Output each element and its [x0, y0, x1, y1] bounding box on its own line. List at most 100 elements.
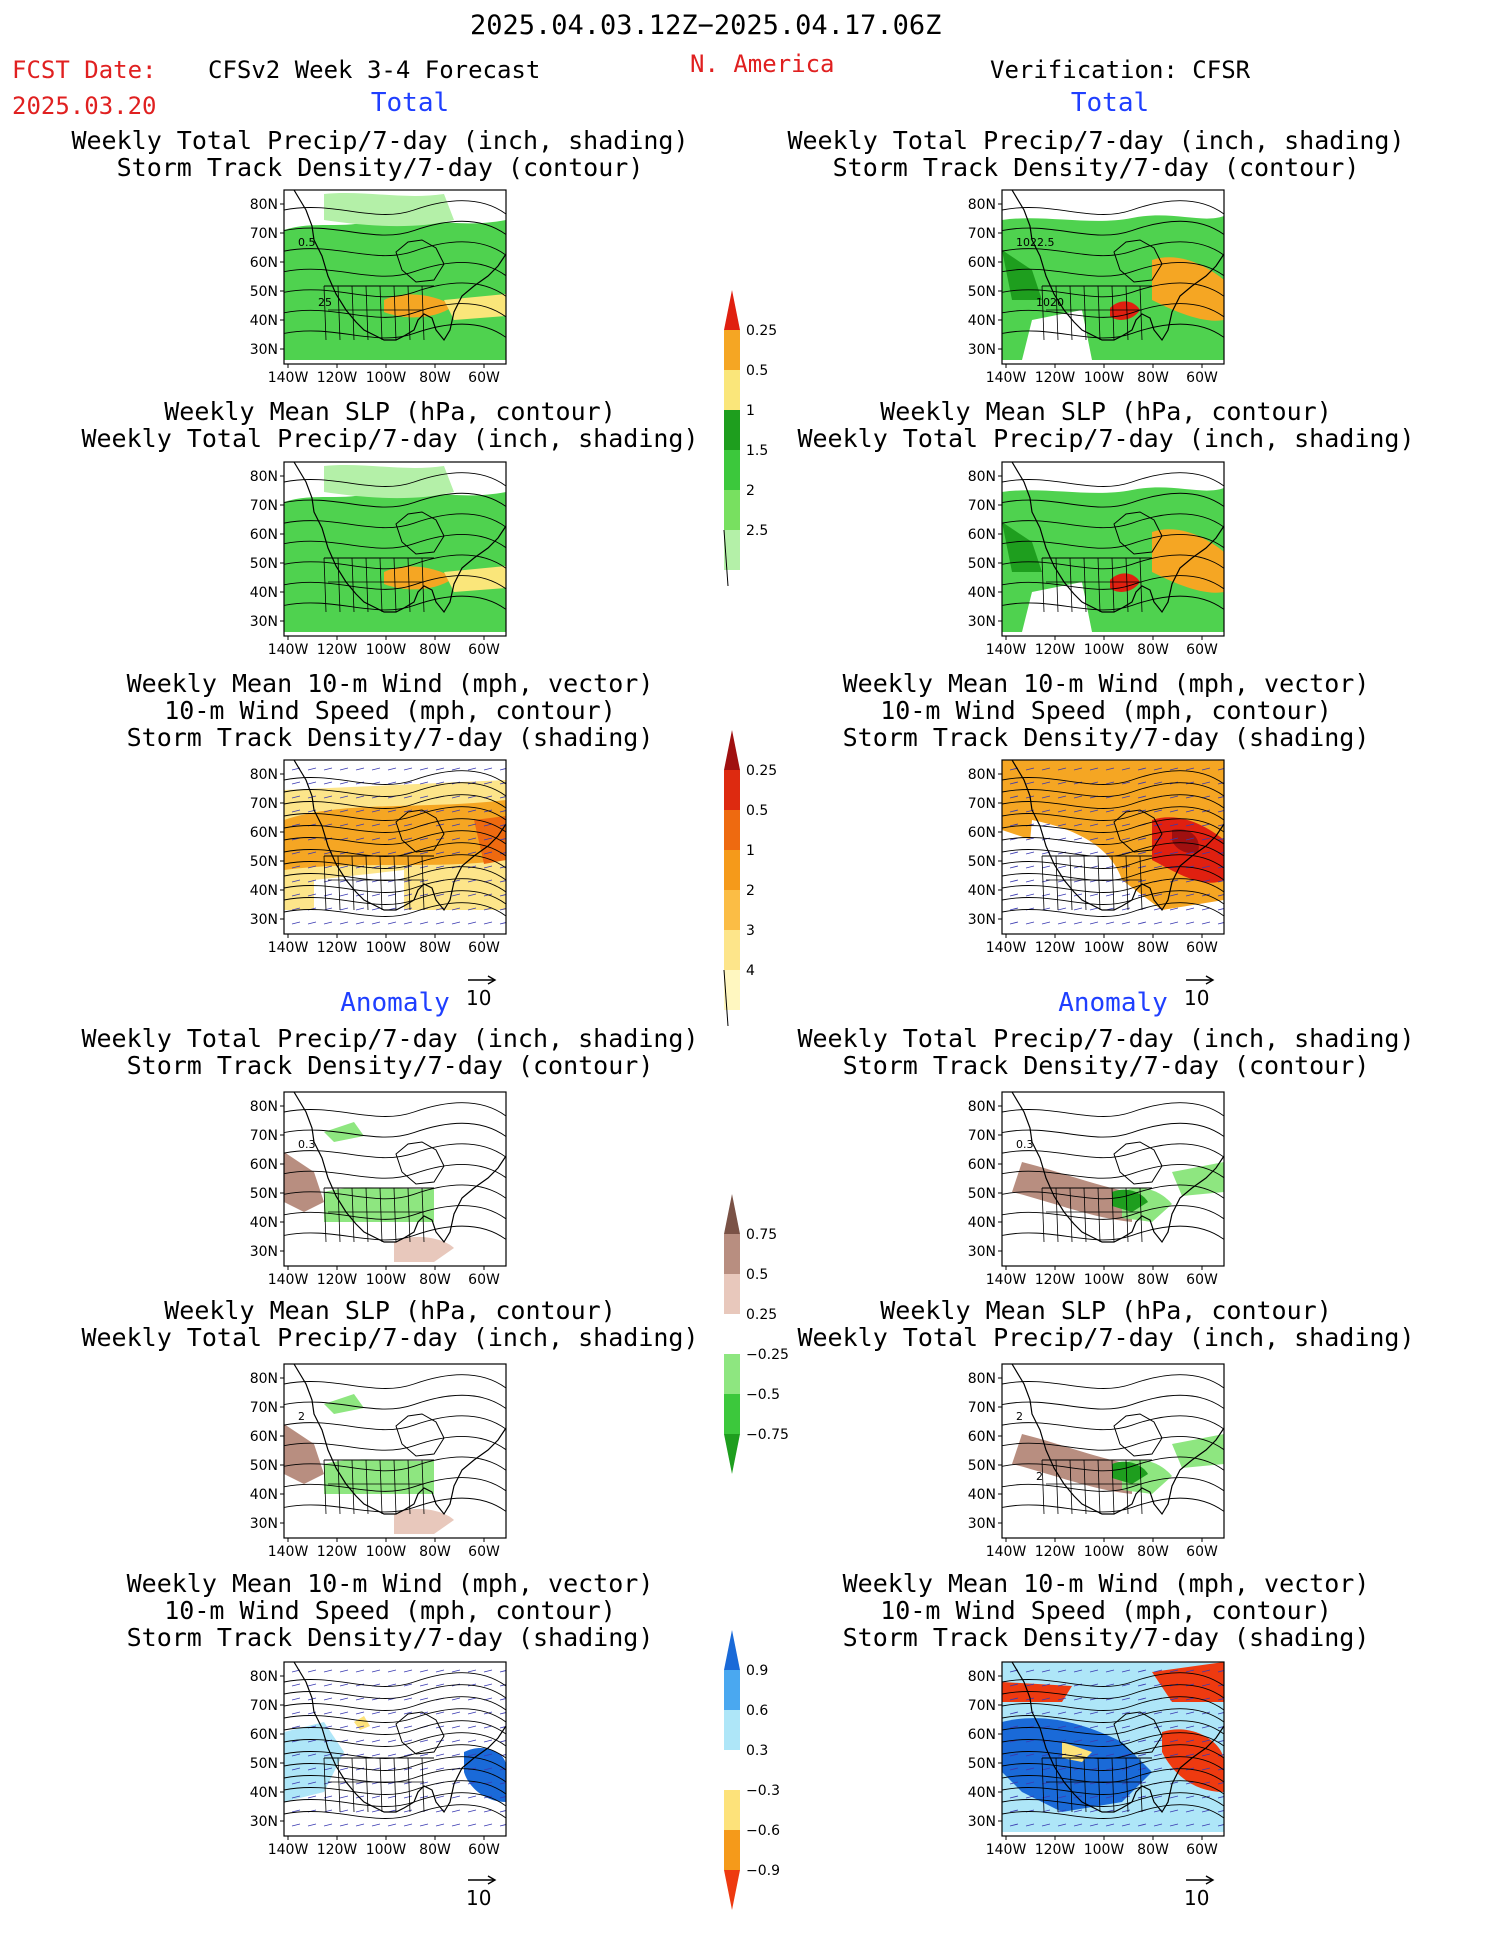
- lon-tick-label: 120W: [1035, 642, 1076, 658]
- colorbar-label: 0.75: [746, 1227, 777, 1243]
- frame: [283, 1661, 507, 1837]
- section-anomaly-right: Anomaly: [1058, 988, 1168, 1018]
- shading-p11-1: [464, 1747, 506, 1802]
- shading-p2-3: [1110, 301, 1140, 320]
- shading-p3-1: [324, 465, 454, 499]
- title-p12: Weekly Mean 10-m Wind (mph, vector) 10-m …: [842, 1569, 1370, 1652]
- colorbar-swatch: [724, 1870, 740, 1910]
- lat-tick-label: 80N: [968, 197, 996, 213]
- lon-tick-label: 100W: [1084, 940, 1125, 956]
- shading-p9-2: [394, 1508, 454, 1534]
- lat-tick-label: 70N: [968, 226, 996, 242]
- lat-tick-label: 70N: [968, 796, 996, 812]
- colorbar-swatch: [724, 1630, 740, 1670]
- lat-tick-label: 80N: [968, 767, 996, 783]
- shading-p7-2: [394, 1236, 454, 1262]
- shading-p9-1: [324, 1459, 434, 1494]
- shading-p6-0: [1002, 760, 1224, 910]
- lat-tick-label: 30N: [968, 912, 996, 928]
- lon-tick-label: 120W: [317, 642, 358, 658]
- lon-tick-label: 100W: [366, 1544, 407, 1560]
- title-p5: Weekly Mean 10-m Wind (mph, vector) 10-m …: [126, 669, 654, 752]
- lat-tick-label: 60N: [968, 1157, 996, 1173]
- lat-tick-label: 60N: [968, 1429, 996, 1445]
- colorbar-precip-anomaly: 0.75 0.5 0.25 −0.25 −0.5 −0.75: [722, 1172, 802, 1516]
- shading-p5-3: [314, 870, 404, 930]
- fcst-date-value: 2025.03.20: [12, 92, 157, 120]
- frame: [283, 1363, 507, 1539]
- colorbar-storm-total: 0.25 0.5 1 2 3 4: [722, 708, 802, 1052]
- lon-tick-label: 120W: [1035, 940, 1076, 956]
- contour-label-p2-1: 1020: [1036, 296, 1064, 309]
- lon-tick-label: 140W: [268, 940, 309, 956]
- shading-p2-1: [1002, 250, 1042, 300]
- lon-tick-label: 100W: [1084, 1842, 1125, 1858]
- lat-tick-label: 60N: [250, 1157, 278, 1173]
- lon-tick-label: 140W: [986, 370, 1027, 386]
- title-p9: Weekly Mean SLP (hPa, contour) Weekly Tot…: [81, 1296, 699, 1352]
- lon-tick-label: 140W: [268, 370, 309, 386]
- lat-tick-label: 30N: [250, 1516, 278, 1532]
- lon-tick-label: 100W: [1084, 1544, 1125, 1560]
- lat-tick-label: 40N: [250, 1785, 278, 1801]
- lat-tick-label: 40N: [968, 883, 996, 899]
- lat-tick-label: 30N: [250, 1244, 278, 1260]
- lat-tick-label: 40N: [968, 1785, 996, 1801]
- colorbar-label: 0.5: [746, 1267, 768, 1283]
- vector-ref-p5: 10: [466, 966, 498, 1010]
- lat-tick-label: 40N: [250, 313, 278, 329]
- colorbar-swatch: [724, 1394, 740, 1434]
- lat-tick-label: 40N: [968, 585, 996, 601]
- colorbar-swatch: [724, 1750, 740, 1790]
- shading-p1-1: [324, 193, 454, 227]
- forecast-title: CFSv2 Week 3-4 Forecast: [208, 56, 541, 84]
- colorbar-label: 0.5: [746, 363, 768, 379]
- title-p6: Weekly Mean 10-m Wind (mph, vector) 10-m …: [842, 669, 1370, 752]
- hudson-bay: [395, 239, 445, 283]
- lon-tick-label: 80W: [419, 940, 451, 956]
- lon-tick-label: 140W: [268, 1842, 309, 1858]
- lon-tick-label: 120W: [317, 1272, 358, 1288]
- fcst-date-label: FCST Date:: [12, 56, 157, 84]
- lat-tick-label: 50N: [968, 854, 996, 870]
- map-panel-p12: 80N 70N 60N 50N 40N 30N 140W 120W 100W 80W 60W: [958, 1660, 1228, 1860]
- coastline: [293, 1364, 506, 1516]
- lat-tick-label: 60N: [968, 825, 996, 841]
- colorbar-label: −0.9: [746, 1863, 780, 1879]
- shading-p8-0: [1012, 1162, 1132, 1222]
- lon-tick-label: 100W: [1084, 370, 1125, 386]
- lat-tick-label: 80N: [968, 1669, 996, 1685]
- shading-p8-2: [1112, 1189, 1148, 1212]
- colorbar-label: 2: [746, 883, 755, 899]
- lat-tick-label: 70N: [968, 498, 996, 514]
- shading-p4-1: [1002, 522, 1042, 572]
- contour-label-p8-0: 0.3: [1016, 1138, 1034, 1151]
- lat-tick-label: 70N: [250, 1128, 278, 1144]
- region-label: N. America: [690, 50, 835, 78]
- lon-tick-label: 80W: [1137, 940, 1169, 956]
- lat-tick-label: 30N: [250, 1814, 278, 1830]
- contour-label-p2-0: 1022.5: [1016, 236, 1055, 249]
- colorbar-swatch: [724, 730, 740, 770]
- coastline: [293, 1092, 506, 1244]
- lon-tick-label: 140W: [986, 642, 1027, 658]
- lon-tick-label: 80W: [1137, 1544, 1169, 1560]
- lon-tick-label: 100W: [366, 642, 407, 658]
- lon-tick-label: 120W: [317, 940, 358, 956]
- frame: [283, 1091, 507, 1267]
- lon-tick-label: 140W: [268, 1272, 309, 1288]
- lat-tick-label: 50N: [968, 1458, 996, 1474]
- frame: [283, 461, 507, 637]
- lon-tick-label: 60W: [1186, 1544, 1218, 1560]
- vector-ref-p6: 10: [1184, 966, 1216, 1010]
- colorbar-swatch: [724, 930, 740, 970]
- lon-tick-label: 60W: [1186, 1842, 1218, 1858]
- lon-tick-label: 120W: [1035, 1544, 1076, 1560]
- lon-tick-label: 120W: [1035, 1272, 1076, 1288]
- lat-tick-label: 40N: [250, 585, 278, 601]
- lat-tick-label: 50N: [968, 1186, 996, 1202]
- colorbar-swatch: [724, 290, 740, 330]
- colorbar-label: 0.3: [746, 1743, 768, 1759]
- colorbar-label: −0.75: [746, 1427, 789, 1443]
- lat-tick-label: 30N: [250, 912, 278, 928]
